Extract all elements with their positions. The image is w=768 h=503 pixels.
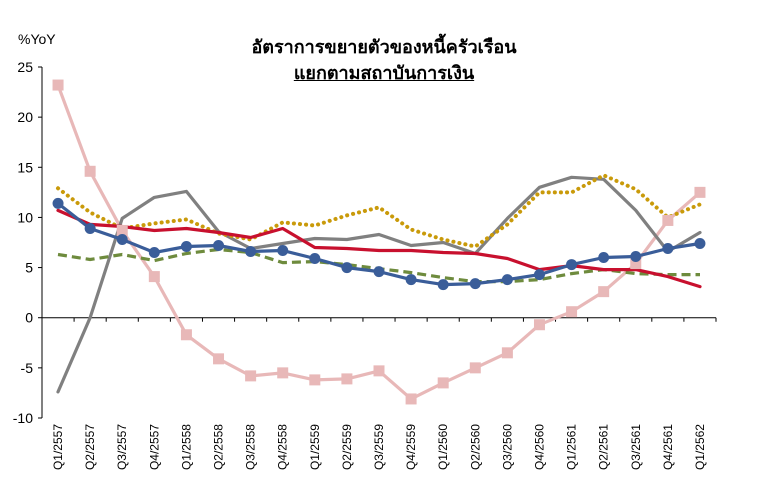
x-tick-label: Q3/2558 xyxy=(244,424,258,470)
axes: -10 -5 0 5 10 15 20 25 Q1/2557 Q2/2557 Q3/2557 Q4/2… xyxy=(13,59,717,470)
y-tick-label: 5 xyxy=(25,260,33,276)
x-tick-label: Q2/2560 xyxy=(468,424,482,470)
series-line-2 xyxy=(56,175,702,394)
data-point-square xyxy=(148,271,160,283)
y-tick-label: 10 xyxy=(17,209,33,225)
data-point-square xyxy=(662,214,674,226)
y-tick-label: 20 xyxy=(17,109,33,125)
data-point-circle xyxy=(180,241,192,253)
x-tick-label: Q1/2561 xyxy=(565,424,579,470)
data-point-square xyxy=(630,258,642,270)
data-point-circle xyxy=(52,197,64,209)
data-point-square xyxy=(180,329,192,341)
data-point-square xyxy=(694,186,706,198)
data-point-circle xyxy=(405,274,417,286)
y-tick-label: 15 xyxy=(17,159,33,175)
data-point-square xyxy=(213,353,225,365)
data-point-square xyxy=(405,393,417,405)
data-point-circle xyxy=(373,266,385,278)
chart-title: อัตราการขยายตัวของหนี้ครัวเรือน xyxy=(251,37,517,58)
data-point-square xyxy=(116,224,128,236)
data-point-circle xyxy=(533,269,545,281)
data-point-square xyxy=(533,319,545,331)
x-tick-label: Q1/2558 xyxy=(179,424,193,470)
x-tick-label: Q2/2561 xyxy=(597,424,611,470)
x-tick-label: Q3/2559 xyxy=(372,424,386,470)
x-tick-label: Q3/2561 xyxy=(629,424,643,470)
x-tick-label: Q4/2559 xyxy=(404,424,418,470)
data-point-circle xyxy=(566,259,578,271)
series-line-3 xyxy=(56,173,702,249)
x-tick-label: Q1/2560 xyxy=(436,424,450,470)
x-tick-label: Q3/2560 xyxy=(500,424,514,470)
series-markers xyxy=(52,79,706,405)
x-tick-label: Q2/2559 xyxy=(340,424,354,470)
data-point-circle xyxy=(84,222,96,234)
data-point-square xyxy=(598,286,610,298)
y-axis-unit-label: %YoY xyxy=(18,31,56,47)
x-tick-label: Q4/2557 xyxy=(147,424,161,470)
x-tick-label: Q4/2558 xyxy=(276,424,290,470)
y-tick-label: -5 xyxy=(21,360,34,376)
data-point-circle xyxy=(662,243,674,255)
data-point-circle xyxy=(309,253,321,265)
y-tick-label: -10 xyxy=(13,410,33,426)
data-point-circle xyxy=(341,262,353,274)
data-point-square xyxy=(469,362,481,374)
series-lines xyxy=(56,83,702,401)
series-line-5 xyxy=(56,208,702,289)
data-point-circle xyxy=(469,278,481,290)
x-tick-label: Q2/2558 xyxy=(212,424,226,470)
y-tick-label: 25 xyxy=(17,59,33,75)
x-tick-label: Q1/2557 xyxy=(51,424,65,470)
data-point-square xyxy=(341,373,353,385)
y-tick-label: 0 xyxy=(25,310,33,326)
data-point-square xyxy=(309,374,321,386)
data-point-square xyxy=(245,370,257,382)
data-point-circle xyxy=(694,238,706,250)
data-point-circle xyxy=(245,246,257,258)
data-point-circle xyxy=(148,247,160,259)
x-tick-label: Q1/2562 xyxy=(693,424,707,470)
data-point-circle xyxy=(277,245,289,257)
data-point-circle xyxy=(116,233,128,245)
data-point-square xyxy=(501,347,513,359)
data-point-square xyxy=(52,79,64,91)
data-point-circle xyxy=(501,274,513,286)
data-point-square xyxy=(566,306,578,318)
data-point-circle xyxy=(437,279,449,291)
x-tick-label: Q1/2559 xyxy=(308,424,322,470)
data-point-circle xyxy=(598,252,610,264)
data-point-circle xyxy=(630,251,642,263)
data-point-square xyxy=(84,165,96,177)
x-tick-label: Q4/2560 xyxy=(532,424,546,470)
data-point-square xyxy=(373,365,385,377)
data-point-circle xyxy=(213,240,225,252)
x-tick-label: Q3/2557 xyxy=(115,424,129,470)
x-tick-label: Q2/2557 xyxy=(83,424,97,470)
data-point-square xyxy=(437,377,449,389)
data-point-square xyxy=(277,367,289,379)
x-tick-label: Q4/2561 xyxy=(661,424,675,470)
series-line-1 xyxy=(56,83,702,401)
chart-subtitle: แยกตามสถาบันการเงิน xyxy=(293,63,475,84)
